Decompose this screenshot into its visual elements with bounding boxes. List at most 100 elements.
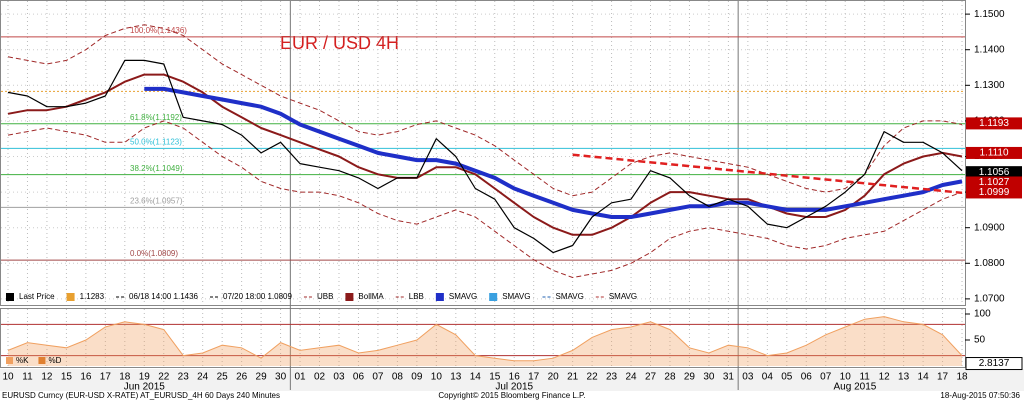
legend-label: BollMA: [358, 292, 384, 301]
price-tag-label: 1.1056: [979, 167, 1010, 178]
legend-label: 07/20 18:00 1.0809: [223, 292, 293, 301]
footer-center: Copyright© 2015 Bloomberg Finance L.P.: [438, 391, 585, 400]
x-tick-label: 12: [879, 372, 891, 383]
x-tick-label: 23: [178, 372, 190, 383]
legend-label: SMAVG: [609, 292, 637, 301]
x-tick-label: 12: [41, 372, 53, 383]
month-label: Jul 2015: [495, 382, 533, 393]
legend-swatch: [489, 293, 498, 301]
fib-label: 100.0%(1.1436): [130, 26, 187, 35]
legend-swatch: [435, 293, 444, 301]
x-tick-label: 07: [372, 372, 384, 383]
x-tick-label: 21: [567, 372, 579, 383]
legend-label: SMAVG: [502, 292, 530, 301]
x-tick-label: 01: [294, 372, 306, 383]
last-value-box: [965, 357, 1023, 371]
x-tick-label: 17: [937, 372, 949, 383]
series-line: [7, 120, 963, 278]
x-tick-label: 22: [587, 372, 599, 383]
chart-title: EUR / USD 4H: [280, 33, 399, 53]
x-tick-label: 14: [918, 372, 930, 383]
fib-label: 23.6%(1.0957): [130, 197, 183, 206]
y-tick-label: 1.1300: [974, 80, 1005, 91]
y-tick-label: 100: [974, 309, 991, 320]
series-area: [8, 316, 963, 366]
legend-swatch: [6, 357, 13, 364]
price-tag: [966, 176, 1022, 189]
x-tick-label: 30: [275, 372, 287, 383]
series-line: [144, 86, 963, 219]
x-tick-label: 15: [61, 372, 73, 383]
legend-label: Last Price: [19, 292, 55, 301]
x-tick-label: 29: [256, 372, 268, 383]
x-tick-label: 05: [781, 372, 793, 383]
x-tick-label: 20: [548, 372, 560, 383]
y-tick-label: 1.0800: [974, 258, 1005, 269]
x-tick-label: 23: [606, 372, 618, 383]
fib-label: 61.8%(1.1192): [130, 113, 182, 122]
legend-label: %K: [16, 356, 29, 365]
main-panel: [0, 0, 966, 306]
legend-swatch: [38, 357, 46, 364]
x-tick-label: 15: [489, 372, 501, 383]
x-tick-label: 13: [898, 372, 910, 383]
x-tick-label: 18: [119, 372, 131, 383]
x-tick-label: 29: [684, 372, 696, 383]
x-tick-label: 16: [80, 372, 92, 383]
x-tick-label: 27: [645, 372, 657, 383]
x-tick-label: 16: [509, 372, 521, 383]
y-tick-label: 1.0700: [974, 294, 1005, 305]
x-tick-label: 10: [431, 372, 443, 383]
x-tick-label: 06: [801, 372, 813, 383]
x-tick-label: 04: [762, 372, 774, 383]
fib-label: 0.0%(1.0809): [130, 249, 178, 258]
legend-label: %D: [48, 356, 61, 365]
x-tick-label: 03: [333, 372, 345, 383]
price-tag-label: 1.1110: [979, 148, 1009, 159]
x-tick-label: 28: [664, 372, 676, 383]
x-tick-label: 11: [22, 372, 33, 383]
lower-panel: [0, 308, 966, 368]
series-line: [7, 24, 963, 197]
x-tick-label: 30: [703, 372, 715, 383]
y-tick-label: 50: [974, 335, 986, 346]
x-tick-label: 31: [723, 372, 735, 383]
x-tick-label: 18: [956, 372, 968, 383]
price-tag-label: 1.1027: [979, 177, 1010, 188]
y-tick-label: 1.0900: [974, 222, 1005, 233]
x-tick-label: 17: [100, 372, 112, 383]
price-tag-label: 1.1193: [979, 118, 1009, 129]
x-tick-label: 11: [859, 372, 870, 383]
x-tick-label: 24: [197, 372, 209, 383]
fib-label: 50.0%(1.1123): [130, 137, 182, 146]
x-tick-label: 14: [470, 372, 482, 383]
legend-label: LBB: [409, 292, 424, 301]
legend-label: SMAVG: [556, 292, 584, 301]
x-tick-label: 19: [139, 372, 151, 383]
legend-swatch: [6, 293, 14, 301]
x-tick-label: 26: [236, 372, 248, 383]
x-tick-label: 02: [314, 372, 326, 383]
x-tick-label: 06: [353, 372, 365, 383]
month-label: Aug 2015: [834, 382, 877, 393]
series-line: [7, 73, 963, 236]
fib-label: 38.2%(1.1049): [130, 164, 183, 173]
footer-left: EURUSD Curncy (EUR-USD X-RATE) AT_EURUSD…: [2, 391, 280, 400]
legend-label: 1.1283: [80, 292, 105, 301]
footer-right: 18-Aug-2015 07:50:36: [940, 391, 1020, 400]
x-tick-label: 07: [820, 372, 832, 383]
legend-label: 06/18 14:00 1.1436: [129, 292, 199, 301]
price-tag-label: 1.0999: [979, 187, 1010, 198]
y-tick-label: 1.1400: [974, 44, 1005, 55]
series-line: [7, 316, 963, 362]
legend-label: UBB: [317, 292, 333, 301]
y-tick-label: 1.1500: [974, 9, 1005, 20]
x-tick-label: 08: [392, 372, 404, 383]
legend-label: SMAVG: [449, 292, 477, 301]
series-line: [7, 59, 963, 254]
x-tick-label: 13: [450, 372, 462, 383]
price-tag: [966, 117, 1022, 130]
price-tag: [966, 186, 1022, 199]
legend-swatch: [345, 293, 354, 301]
